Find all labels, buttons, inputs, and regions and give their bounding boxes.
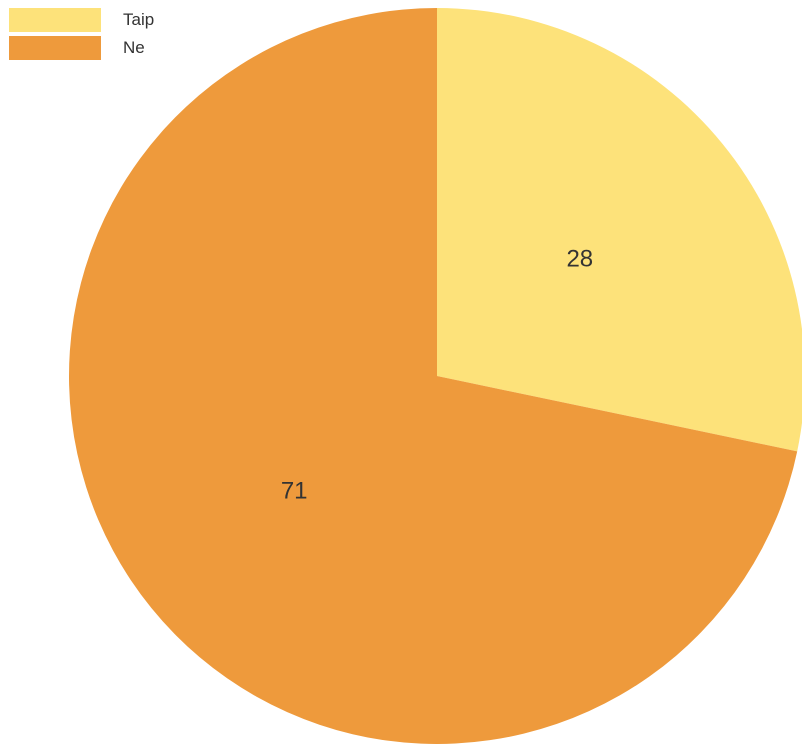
legend-label-taip: Taip xyxy=(123,10,155,29)
pie-data-labels: 28 71 xyxy=(281,245,593,504)
legend-label-ne: Ne xyxy=(123,38,145,57)
legend-item-ne[interactable]: Ne xyxy=(9,34,154,62)
data-label-ne: 71 xyxy=(281,477,308,504)
pie-slice-ne[interactable] xyxy=(68,8,798,744)
pie-slices xyxy=(68,8,802,744)
legend: Taip Ne xyxy=(9,6,154,62)
legend-item-taip[interactable]: Taip xyxy=(9,6,154,34)
legend-swatch-ne xyxy=(9,36,101,60)
data-label-taip: 28 xyxy=(566,245,593,272)
pie-slice-taip[interactable] xyxy=(437,8,802,452)
legend-swatch-taip xyxy=(9,8,101,32)
